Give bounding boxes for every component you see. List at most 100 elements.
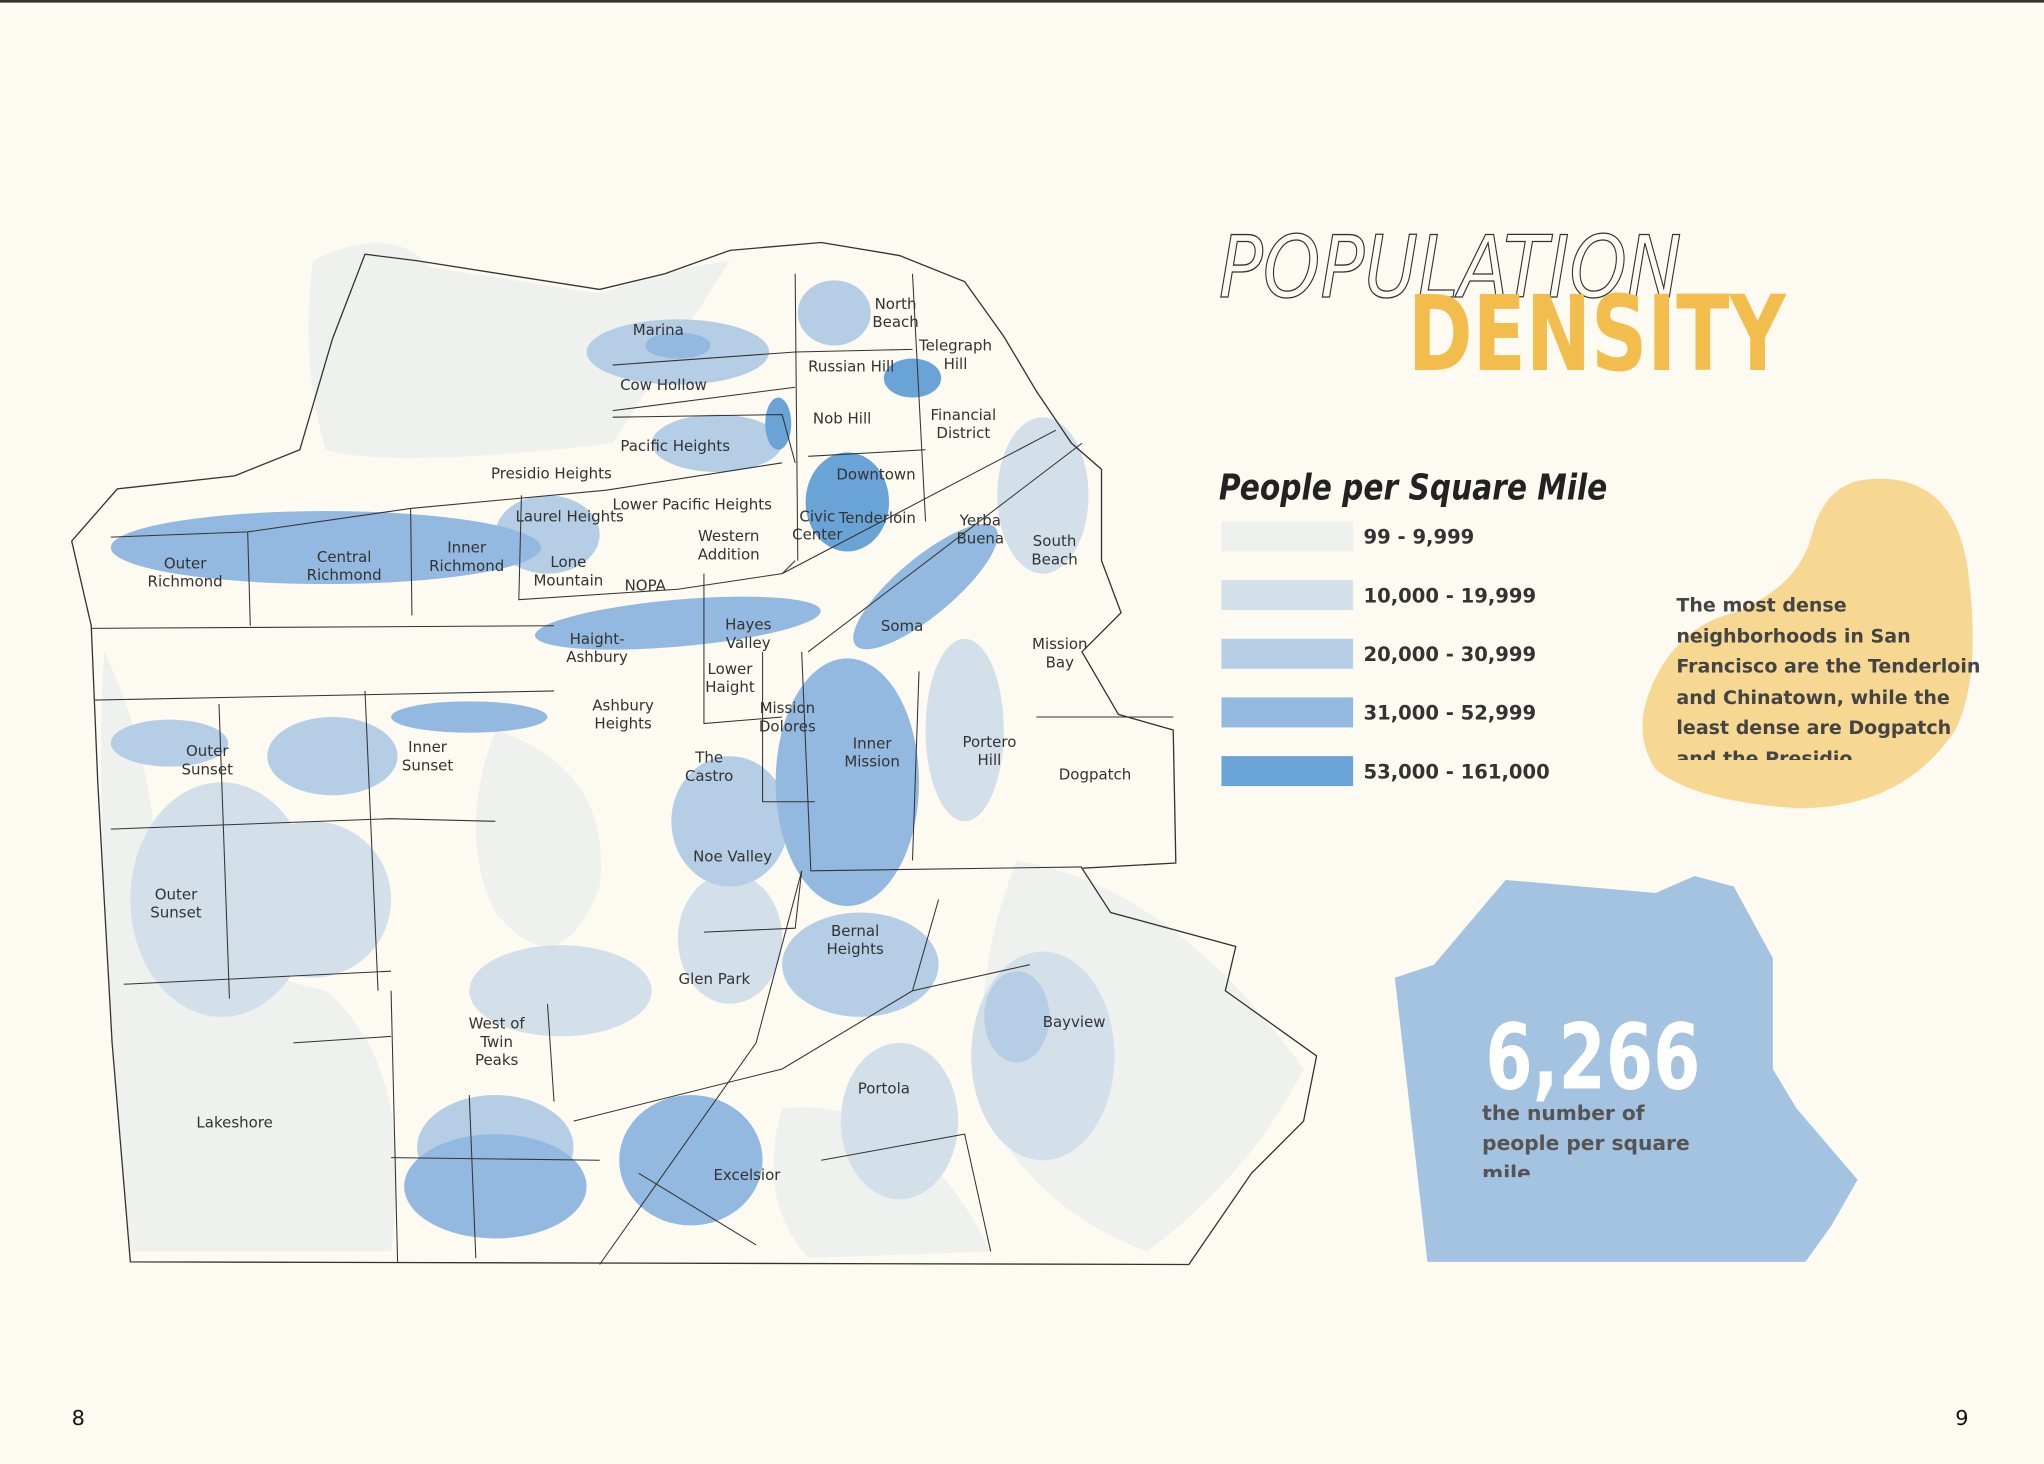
neighborhood-label: Presidio Heights bbox=[491, 464, 612, 482]
neighborhood-label: Hayes Valley bbox=[725, 616, 772, 652]
neighborhood-border bbox=[703, 573, 783, 725]
neighborhood-label: Glen Park bbox=[679, 970, 751, 988]
neighborhood-label-line: Pacific Heights bbox=[620, 437, 730, 455]
neighborhood-border bbox=[703, 870, 803, 933]
neighborhood-label-line: Telegraph bbox=[918, 337, 992, 355]
neighborhood-label: Bayview bbox=[1043, 1013, 1106, 1031]
callout-text: The most dense neighborhoods in San Fran… bbox=[1676, 594, 1981, 761]
neighborhood-label: Inner Mission bbox=[844, 734, 900, 770]
neighborhood-label: Financial District bbox=[931, 406, 997, 442]
neighborhood-label-line: Dolores bbox=[759, 717, 816, 735]
neighborhood-label-line: Laurel Heights bbox=[515, 507, 624, 525]
neighborhood-border bbox=[218, 703, 230, 999]
neighborhood-border bbox=[612, 414, 796, 463]
density-area bbox=[853, 524, 998, 650]
density-area bbox=[984, 971, 1050, 1063]
neighborhood-label-line: Outer bbox=[164, 554, 207, 572]
neighborhood-label-line: Ashbury bbox=[592, 696, 654, 714]
neighborhood-border bbox=[110, 818, 496, 830]
neighborhood-border bbox=[911, 671, 920, 861]
neighborhood-border bbox=[599, 870, 803, 1265]
density-area bbox=[619, 1095, 763, 1226]
callout-blob bbox=[1642, 478, 1973, 809]
neighborhood-border bbox=[468, 1095, 477, 1259]
neighborhood-border bbox=[410, 508, 413, 616]
neighborhood-label-line: Sunset bbox=[182, 760, 234, 778]
neighborhood-label-line: Financial bbox=[931, 406, 997, 424]
density-area bbox=[101, 651, 397, 1252]
density-area bbox=[805, 452, 890, 552]
neighborhood-label-line: Beach bbox=[1031, 550, 1077, 568]
neighborhood-label-line: Western bbox=[698, 527, 759, 545]
density-area bbox=[267, 717, 398, 796]
neighborhood-border bbox=[808, 449, 926, 457]
neighborhood-label: Bernal Heights bbox=[826, 922, 884, 958]
neighborhood-label-line: District bbox=[936, 424, 990, 442]
density-area bbox=[677, 873, 783, 1004]
neighborhood-label-line: Inner bbox=[853, 734, 893, 752]
neighborhood-label-line: Nob Hill bbox=[813, 410, 871, 428]
neighborhood-label: Yerba Buena bbox=[956, 511, 1004, 547]
stat-caption-box: the number of people per square mile bbox=[1482, 1102, 1690, 1178]
density-area bbox=[797, 280, 871, 346]
neighborhood-label-line: Lower bbox=[708, 660, 754, 678]
neighborhood-label: Lakeshore bbox=[196, 1114, 272, 1132]
neighborhood-label: Telegraph Hill bbox=[918, 337, 992, 373]
neighborhood-label: Outer Sunset bbox=[182, 742, 234, 778]
neighborhood-label: Central Richmond bbox=[307, 548, 382, 584]
neighborhood-label: Mission Dolores bbox=[759, 699, 816, 735]
city-inset bbox=[1394, 876, 1858, 1262]
neighborhood-label: Western Addition bbox=[698, 527, 760, 563]
neighborhood-label-line: Sunset bbox=[402, 756, 454, 774]
neighborhood-label-line: Central bbox=[317, 548, 372, 566]
neighborhood-label-line: Excelsior bbox=[713, 1166, 781, 1184]
neighborhood-label: South Beach bbox=[1031, 532, 1077, 568]
density-area bbox=[308, 242, 730, 459]
neighborhood-label-line: Inner bbox=[408, 738, 448, 756]
density-area bbox=[404, 1134, 587, 1239]
neighborhood-label-line: Lakeshore bbox=[196, 1114, 272, 1132]
neighborhood-label: West of Twin Peaks bbox=[469, 1015, 526, 1070]
page-number: 8 bbox=[72, 1406, 85, 1430]
neighborhood-label-line: Portola bbox=[858, 1080, 910, 1098]
neighborhood-label-line: Outer bbox=[186, 742, 229, 760]
legend-swatch bbox=[1221, 638, 1354, 669]
neighborhood-label-line: Cow Hollow bbox=[620, 376, 707, 394]
neighborhood-label-line: Bay bbox=[1046, 653, 1074, 671]
neighborhood-label: Civic Center bbox=[792, 507, 843, 543]
neighborhood-label: Downtown bbox=[836, 466, 915, 484]
density-area bbox=[883, 358, 942, 398]
legend-title: People per Square Mile bbox=[1219, 467, 1607, 508]
neighborhood-label-line: Addition bbox=[698, 545, 760, 563]
neighborhood-border bbox=[573, 899, 940, 1122]
neighborhood-label-line: Lower Pacific Heights bbox=[613, 496, 773, 514]
neighborhood-label: Portero Hill bbox=[962, 733, 1016, 769]
density-area bbox=[234, 821, 392, 978]
neighborhood-label-line: Hill bbox=[944, 355, 968, 373]
neighborhood-label-line: West of bbox=[469, 1015, 526, 1033]
neighborhood-label: NOPA bbox=[625, 577, 667, 595]
neighborhood-label: Marina bbox=[633, 321, 684, 339]
neighborhood-border bbox=[518, 495, 796, 601]
neighborhood-label-line: Outer bbox=[155, 886, 198, 904]
neighborhood-label-line: The bbox=[694, 749, 723, 767]
neighborhood-label-line: Downtown bbox=[836, 466, 915, 484]
page-number: 9 bbox=[1955, 1406, 1968, 1430]
density-area bbox=[925, 638, 1004, 822]
neighborhood-label-line: Haight- bbox=[570, 630, 625, 648]
density-area bbox=[971, 951, 1115, 1161]
neighborhood-label-line: North bbox=[875, 295, 917, 313]
neighborhood-label-line: NOPA bbox=[625, 577, 667, 595]
neighborhood-label-line: Richmond bbox=[307, 566, 382, 584]
neighborhood-label-line: South bbox=[1033, 532, 1077, 550]
neighborhood-label-line: Bernal bbox=[831, 922, 879, 940]
neighborhood-label-line: Glen Park bbox=[679, 970, 751, 988]
neighborhood-label-line: Castro bbox=[685, 767, 733, 785]
neighborhood-border bbox=[247, 531, 251, 626]
neighborhood-label-line: Heights bbox=[594, 715, 652, 733]
neighborhood-label: Noe Valley bbox=[693, 848, 772, 866]
neighborhood-label-line: Hayes bbox=[725, 616, 772, 634]
neighborhood-label: Inner Sunset bbox=[402, 738, 454, 774]
neighborhood-label-line: Lone bbox=[550, 553, 586, 571]
